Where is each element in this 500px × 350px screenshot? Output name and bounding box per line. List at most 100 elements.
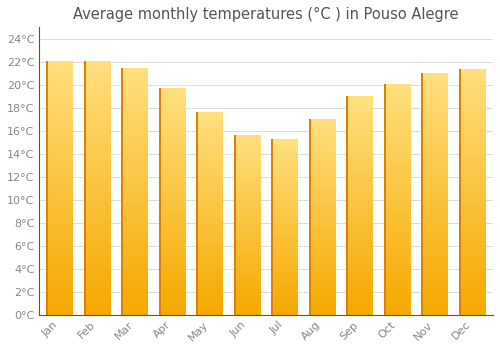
Bar — [274, 177, 298, 180]
Bar — [48, 264, 74, 268]
Bar — [124, 195, 148, 199]
Bar — [274, 312, 298, 315]
Bar — [86, 268, 111, 272]
Bar — [386, 195, 411, 199]
Bar — [424, 113, 448, 118]
Bar — [348, 111, 374, 114]
Bar — [198, 264, 224, 267]
Bar — [311, 145, 336, 149]
Bar — [124, 228, 148, 232]
Bar — [161, 266, 186, 270]
Bar — [424, 81, 448, 85]
Bar — [348, 300, 374, 304]
Bar — [124, 249, 148, 253]
Bar — [48, 226, 74, 230]
Bar — [274, 230, 298, 233]
Bar — [348, 155, 374, 158]
Bar — [198, 261, 224, 264]
Bar — [311, 197, 336, 201]
Bar — [161, 300, 186, 303]
Bar — [198, 149, 224, 153]
Bar — [348, 209, 374, 213]
Bar — [236, 222, 261, 225]
Bar — [236, 204, 261, 207]
Bar — [386, 153, 411, 157]
Bar — [311, 243, 336, 246]
Bar — [86, 90, 111, 94]
Bar — [198, 160, 224, 163]
Bar — [274, 156, 298, 159]
Bar — [48, 154, 74, 158]
Bar — [386, 257, 411, 261]
Bar — [311, 286, 336, 289]
Bar — [311, 233, 336, 237]
Bar — [124, 167, 148, 170]
Bar — [386, 226, 411, 230]
Bar — [46, 61, 48, 315]
Bar — [86, 192, 111, 196]
Bar — [348, 136, 374, 140]
Bar — [86, 69, 111, 74]
Bar — [124, 302, 148, 307]
Bar — [311, 295, 336, 299]
Bar — [48, 256, 74, 260]
Bar — [386, 280, 411, 284]
Bar — [124, 261, 148, 265]
Bar — [159, 88, 161, 315]
Bar — [161, 292, 186, 296]
Bar — [198, 193, 224, 197]
Bar — [236, 210, 261, 213]
Bar — [348, 228, 374, 231]
Bar — [424, 121, 448, 126]
Bar — [311, 282, 336, 286]
Bar — [236, 195, 261, 198]
Bar — [386, 276, 411, 280]
Bar — [348, 278, 374, 282]
Bar — [236, 282, 261, 285]
Bar — [161, 247, 186, 251]
Bar — [424, 230, 448, 234]
Bar — [424, 311, 448, 315]
Bar — [424, 97, 448, 102]
Bar — [198, 271, 224, 274]
Bar — [236, 138, 261, 141]
Bar — [386, 230, 411, 234]
Bar — [124, 203, 148, 208]
Bar — [386, 261, 411, 265]
Bar — [311, 126, 336, 129]
Bar — [48, 289, 74, 294]
Bar — [48, 124, 74, 128]
Bar — [348, 100, 374, 104]
Bar — [311, 188, 336, 191]
Bar — [386, 311, 411, 315]
Bar — [236, 228, 261, 231]
Bar — [424, 174, 448, 178]
Bar — [461, 97, 486, 102]
Bar — [386, 265, 411, 268]
Bar — [424, 198, 448, 202]
Bar — [424, 262, 448, 266]
Bar — [124, 130, 148, 133]
Bar — [124, 158, 148, 162]
Bar — [124, 125, 148, 130]
Bar — [124, 232, 148, 237]
Bar — [424, 85, 448, 89]
Bar — [161, 115, 186, 118]
Bar — [198, 166, 224, 170]
Bar — [124, 105, 148, 109]
Bar — [48, 111, 74, 116]
Bar — [461, 225, 486, 229]
Bar — [311, 269, 336, 272]
Bar — [198, 190, 224, 193]
Bar — [461, 188, 486, 192]
Bar — [86, 128, 111, 133]
Bar — [198, 298, 224, 301]
Bar — [348, 107, 374, 111]
Bar — [86, 285, 111, 289]
Bar — [86, 78, 111, 82]
Bar — [124, 216, 148, 220]
Bar — [274, 201, 298, 203]
Bar — [311, 289, 336, 292]
Bar — [86, 167, 111, 171]
Bar — [48, 310, 74, 315]
